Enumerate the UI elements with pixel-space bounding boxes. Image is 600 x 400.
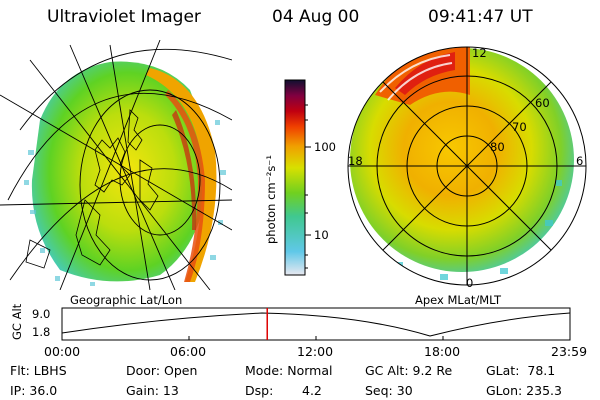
ip-status: IP: 36.0 [10,383,58,398]
lat-label-60: 60 [535,96,550,110]
colorbar-unit-label: photon cm⁻²s⁻¹ [264,155,278,244]
seq-status: Seq: 30 [365,383,413,398]
door-status: Door: Open [126,363,198,378]
time-tick-0600: 06:00 [170,344,207,359]
time-tick-1800: 18:00 [424,344,461,359]
mlt-label-6: 6 [576,154,584,168]
mode-status: Mode: Normal [245,363,333,378]
altitude-ylabel: GC Alt [10,303,24,340]
filter-status: Flt: LBHS [10,363,67,378]
time-tick-1200: 12:00 [297,344,334,359]
lat-label-80: 80 [490,140,505,154]
mlt-label-0: 0 [466,276,474,290]
polar-image [347,46,587,286]
dsp-value: 4.2 [302,383,322,398]
gc-alt-status: GC Alt: 9.2 Re [365,363,453,378]
mlt-label-18: 18 [348,154,363,168]
date-label: 04 Aug 00 [272,7,360,27]
glon-status: GLon: 235.3 [486,383,562,398]
mlt-label-12: 12 [472,46,487,60]
instrument-title: Ultraviolet Imager [47,7,201,27]
colorbar-tick-10: 10 [314,228,329,242]
left-panel-caption: Geographic Lat/Lon [70,293,183,307]
dsp-label: Dsp: [245,383,274,398]
time-tick-2359: 23:59 [551,344,588,359]
colorbar [284,79,311,276]
altitude-ytick-high: 9.0 [32,307,51,321]
lat-label-70: 70 [512,120,527,134]
altitude-plot [61,307,571,341]
altitude-ytick-low: 1.8 [32,325,51,339]
glat-status: GLat: 78.1 [486,363,556,378]
right-panel-caption: Apex MLat/MLT [415,293,502,307]
gain-status: Gain: 13 [126,383,179,398]
time-label: 09:41:47 UT [428,7,533,27]
geographic-image [0,40,232,290]
colorbar-tick-100: 100 [314,140,336,154]
time-tick-0000: 00:00 [44,344,81,359]
